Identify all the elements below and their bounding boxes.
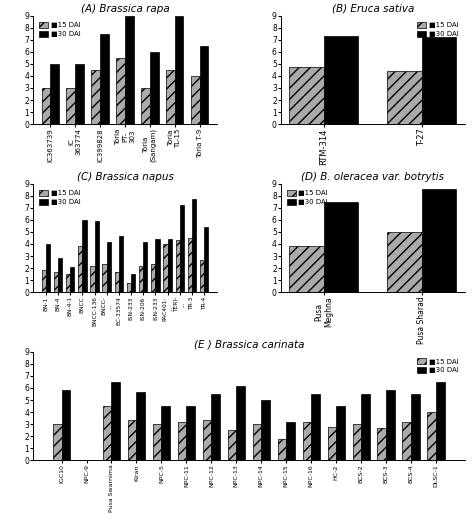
Bar (155, 239, 160, 292)
Bar (228, 430, 237, 460)
Legend: ■15 DAI, ■30 DAI: ■15 DAI, ■30 DAI (415, 19, 461, 40)
Bar (153, 424, 162, 460)
Bar (361, 394, 370, 460)
Bar (66, 274, 70, 292)
Bar (422, 189, 456, 292)
Bar (58, 258, 62, 292)
Bar (128, 420, 137, 460)
Bar (102, 265, 107, 292)
Bar (75, 64, 84, 124)
Bar (166, 70, 175, 124)
Title: (D) B. oleracea var. botrytis: (D) B. oleracea var. botrytis (301, 172, 444, 181)
Bar (175, 16, 183, 124)
Title: (E ) Brassica carinata: (E ) Brassica carinata (193, 339, 304, 350)
Bar (387, 232, 422, 292)
Bar (411, 394, 420, 460)
Bar (131, 274, 135, 292)
Bar (311, 394, 320, 460)
Bar (402, 422, 411, 460)
Bar (200, 46, 209, 124)
Bar (116, 58, 125, 124)
Legend: ■15 DAI, ■30 DAI: ■15 DAI, ■30 DAI (415, 355, 461, 376)
Bar (328, 427, 336, 460)
Bar (436, 382, 445, 460)
Bar (188, 238, 192, 292)
Bar (90, 266, 94, 292)
Bar (53, 424, 62, 460)
Bar (186, 406, 195, 460)
Bar (422, 37, 456, 124)
Bar (261, 400, 270, 460)
Bar (125, 16, 134, 124)
Bar (103, 406, 111, 460)
Bar (54, 271, 58, 292)
Bar (203, 420, 211, 460)
Bar (237, 385, 245, 460)
Title: (C) Brassica napus: (C) Brassica napus (76, 172, 173, 181)
Bar (62, 390, 70, 460)
Bar (253, 424, 261, 460)
Bar (82, 220, 87, 292)
Bar (115, 271, 119, 292)
Title: (B) Eruca sativa: (B) Eruca sativa (331, 4, 414, 14)
Bar (204, 227, 209, 292)
Bar (324, 202, 358, 292)
Bar (150, 52, 159, 124)
Bar (42, 270, 46, 292)
Bar (42, 88, 50, 124)
Legend: ■15 DAI, ■30 DAI: ■15 DAI, ■30 DAI (284, 187, 331, 208)
Bar (111, 382, 120, 460)
Bar (143, 242, 147, 292)
Bar (127, 282, 131, 292)
Bar (302, 422, 311, 460)
Bar (336, 406, 345, 460)
Bar (353, 424, 361, 460)
Bar (289, 246, 324, 292)
Title: (A) Brassica rapa: (A) Brassica rapa (81, 4, 169, 14)
Bar (50, 64, 59, 124)
Bar (286, 422, 295, 460)
Bar (164, 244, 168, 292)
Legend: ■15 DAI, ■30 DAI: ■15 DAI, ■30 DAI (36, 187, 83, 208)
Bar (200, 259, 204, 292)
Bar (180, 206, 184, 292)
Bar (428, 412, 436, 460)
Bar (70, 267, 74, 292)
Bar (211, 394, 220, 460)
Bar (168, 239, 172, 292)
Bar (192, 199, 196, 292)
Bar (289, 67, 324, 124)
Bar (162, 406, 170, 460)
Bar (324, 36, 358, 124)
Bar (78, 246, 82, 292)
Bar (100, 34, 109, 124)
Bar (91, 70, 100, 124)
Bar (137, 392, 145, 460)
Bar (94, 221, 99, 292)
Bar (141, 88, 150, 124)
Bar (151, 265, 155, 292)
Bar (66, 88, 75, 124)
Bar (387, 71, 422, 124)
Bar (278, 439, 286, 460)
Bar (386, 390, 395, 460)
Bar (178, 422, 186, 460)
Bar (175, 241, 180, 292)
Bar (191, 76, 200, 124)
Bar (46, 244, 50, 292)
Legend: ■15 DAI, ■30 DAI: ■15 DAI, ■30 DAI (36, 19, 83, 40)
Bar (119, 235, 123, 292)
Bar (139, 266, 143, 292)
Bar (377, 428, 386, 460)
Bar (107, 242, 111, 292)
